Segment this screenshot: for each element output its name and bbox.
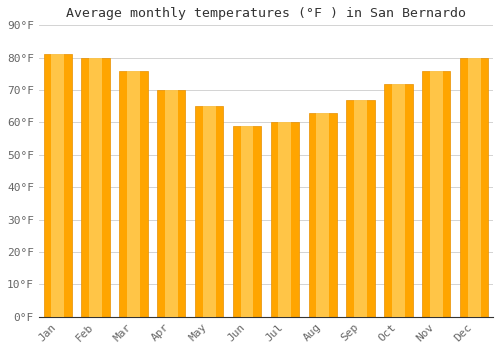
Bar bbox=[165, 90, 177, 317]
Bar bbox=[384, 84, 412, 317]
Bar bbox=[430, 71, 442, 317]
Bar bbox=[89, 58, 102, 317]
Bar bbox=[270, 122, 299, 317]
Bar bbox=[233, 126, 261, 317]
Bar bbox=[468, 58, 480, 317]
Bar bbox=[52, 55, 64, 317]
Title: Average monthly temperatures (°F ) in San Bernardo: Average monthly temperatures (°F ) in Sa… bbox=[66, 7, 466, 20]
Bar bbox=[354, 100, 367, 317]
Bar bbox=[316, 113, 329, 317]
Bar bbox=[195, 106, 224, 317]
Bar bbox=[392, 84, 405, 317]
Bar bbox=[278, 122, 291, 317]
Bar bbox=[240, 126, 254, 317]
Bar bbox=[127, 71, 140, 317]
Bar bbox=[82, 58, 110, 317]
Bar bbox=[346, 100, 375, 317]
Bar bbox=[460, 58, 488, 317]
Bar bbox=[44, 55, 72, 317]
Bar bbox=[119, 71, 148, 317]
Bar bbox=[203, 106, 215, 317]
Bar bbox=[157, 90, 186, 317]
Bar bbox=[422, 71, 450, 317]
Bar bbox=[308, 113, 337, 317]
